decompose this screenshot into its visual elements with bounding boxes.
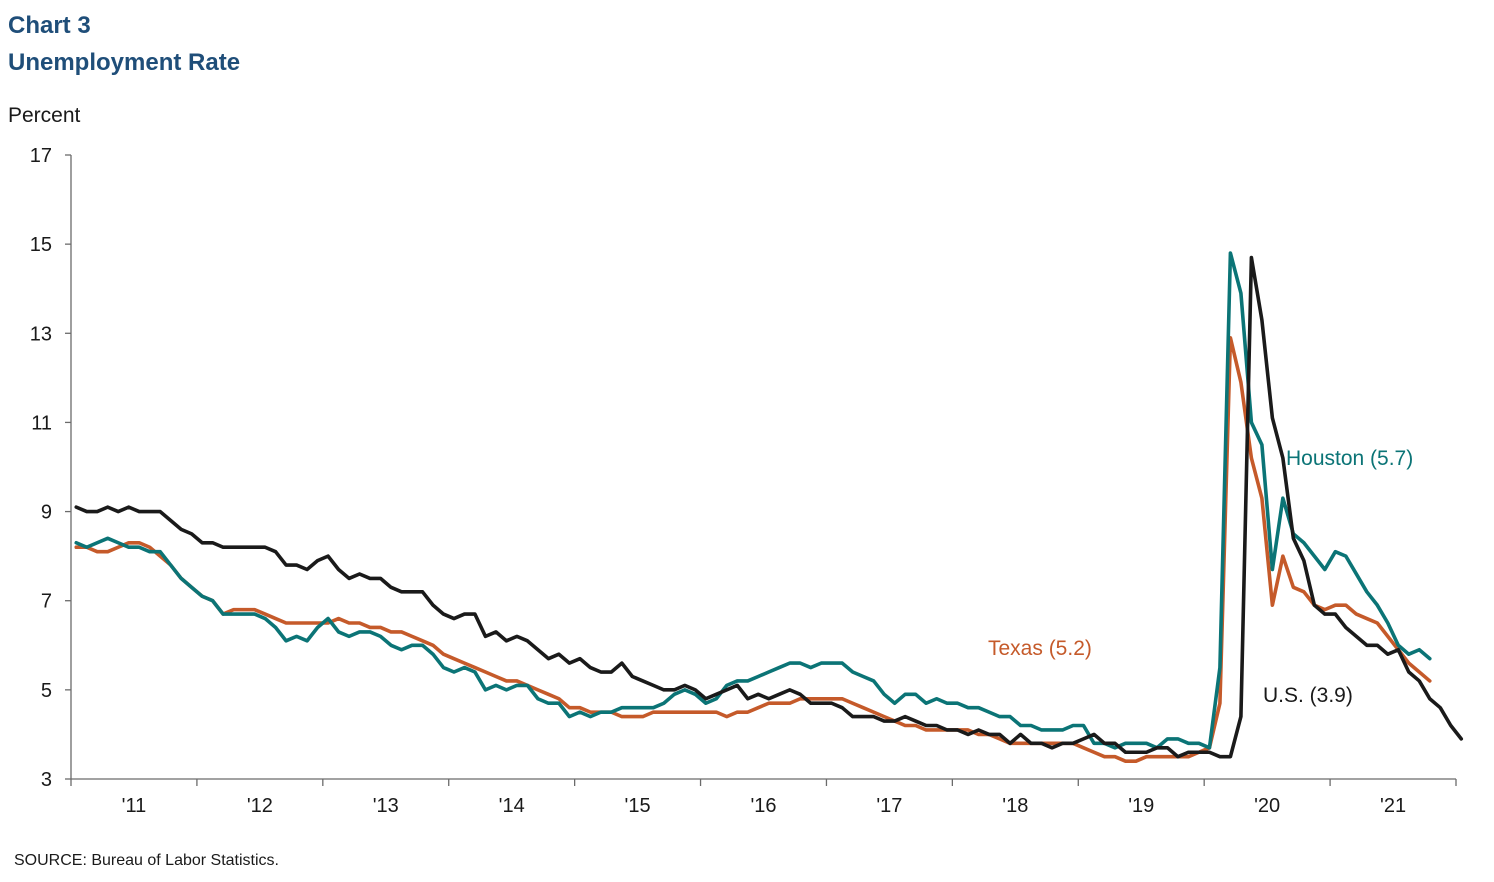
y-tick-label: 15: [30, 234, 52, 256]
series-annotations: Houston (5.7) Texas (5.2) U.S. (3.9): [988, 447, 1413, 707]
series-label-2: U.S. (3.9): [1263, 684, 1353, 707]
series-lines: [74, 251, 1464, 763]
x-tick-label: '17: [876, 795, 902, 817]
series-label-1: Texas (5.2): [988, 637, 1092, 660]
series-line-0: [74, 251, 1432, 750]
y-tick-label: 17: [30, 145, 52, 167]
y-tick-label: 7: [41, 591, 52, 613]
x-tick-label: '20: [1254, 795, 1280, 817]
x-tick-label: '21: [1380, 795, 1406, 817]
y-tick-label: 3: [41, 769, 52, 791]
series-line-1: [74, 335, 1432, 763]
axes: 3 5 7 9 11 13 15 17 '11 '12 '13 '14 '15 '16 '17 '18 '19 '…: [30, 145, 1457, 817]
series-label-0: Houston (5.7): [1286, 447, 1413, 470]
series-line-2: [74, 255, 1464, 759]
y-tick-label: 5: [41, 680, 52, 702]
y-tick-label: 11: [31, 412, 52, 434]
x-tick-label: '18: [1002, 795, 1028, 817]
source-note: SOURCE: Bureau of Labor Statistics.: [14, 852, 279, 869]
x-tick-label: '12: [247, 795, 273, 817]
x-tick-label: '13: [373, 795, 399, 817]
x-tick-label: '16: [750, 795, 776, 817]
y-axis-label: Percent: [8, 104, 81, 127]
x-tick-label: '15: [625, 795, 651, 817]
x-tick-label: '14: [499, 795, 525, 817]
chart-title: Unemployment Rate: [8, 49, 240, 76]
y-tick-label: 13: [30, 323, 52, 345]
x-tick-label: '11: [122, 795, 147, 817]
chart-number: Chart 3: [8, 12, 91, 39]
x-tick-label: '19: [1128, 795, 1154, 817]
y-tick-label: 9: [41, 502, 52, 524]
